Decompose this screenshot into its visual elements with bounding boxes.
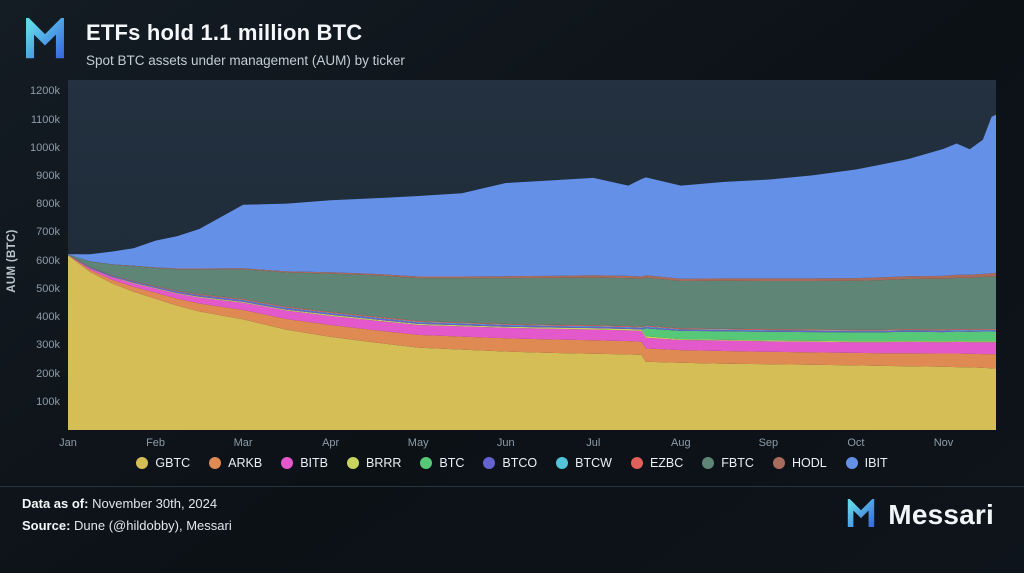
footer-meta: Data as of: November 30th, 2024 Source: … — [22, 496, 232, 533]
data-as-of-value: November 30th, 2024 — [92, 496, 218, 511]
legend-color-dot — [281, 457, 294, 469]
legend-color-dot — [209, 457, 222, 469]
legend-item-ezbc[interactable]: EZBC — [630, 456, 684, 470]
y-tick-label: 1100k — [30, 113, 60, 126]
legend-color-dot — [483, 457, 496, 469]
y-tick-label: 900k — [36, 169, 60, 182]
legend-label: GBTC — [155, 456, 191, 470]
legend: GBTC ARKB BITB BRRR BTC BTCO BTCW EZBC FBTC HODL I… — [0, 456, 1024, 470]
y-tick-label: 100k — [36, 395, 60, 408]
footer: Data as of: November 30th, 2024 Source: … — [0, 487, 1024, 533]
y-tick-label: 1000k — [30, 141, 60, 154]
source-value: Dune (@hildobby), Messari — [74, 518, 232, 533]
messari-logo-icon — [26, 18, 64, 59]
footer-divider — [0, 486, 1024, 487]
area-bitb — [68, 254, 996, 355]
messari-brand: Messari — [845, 498, 994, 531]
x-tick-label: May — [407, 437, 429, 449]
area-fbtc — [68, 254, 996, 330]
legend-color-dot — [556, 457, 569, 469]
y-tick-label: 700k — [36, 226, 60, 239]
legend-item-arkb[interactable]: ARKB — [209, 456, 262, 470]
legend-color-dot — [346, 457, 359, 469]
legend-item-gbtc[interactable]: GBTC — [136, 456, 190, 470]
chart-subtitle: Spot BTC assets under management (AUM) b… — [86, 53, 405, 68]
area-btc — [68, 254, 996, 342]
x-tick-label: Feb — [146, 437, 166, 449]
legend-label: BTCW — [575, 456, 612, 470]
legend-color-dot — [136, 457, 149, 469]
x-tick-label: Jun — [496, 437, 515, 449]
messari-brand-icon — [848, 498, 875, 527]
legend-label: BTC — [439, 456, 465, 470]
stacked-area-svg — [68, 114, 996, 430]
legend-item-btc[interactable]: BTC — [420, 456, 464, 470]
y-tick-label: 200k — [36, 367, 60, 380]
x-tick-label: Jul — [586, 437, 601, 449]
legend-item-bitb[interactable]: BITB — [281, 456, 328, 470]
legend-label: BTCO — [502, 456, 538, 470]
legend-item-hodl[interactable]: HODL — [772, 456, 827, 470]
y-axis: 100k 200k 300k 400k 500k 600k 700k 800k 900k 1000… — [24, 80, 68, 430]
y-tick-label: 400k — [36, 311, 60, 324]
y-axis-title-column: AUM (BTC) — [0, 80, 24, 430]
legend-color-dot — [772, 457, 785, 469]
source-label: Source: — [22, 518, 71, 533]
x-tick-label: Sep — [758, 437, 779, 449]
header: ETFs hold 1.1 million BTC Spot BTC asset… — [0, 0, 1024, 68]
chart-title: ETFs hold 1.1 million BTC — [86, 20, 363, 45]
legend-label: EZBC — [649, 456, 684, 470]
x-tick-label: Jan — [59, 437, 77, 449]
x-axis: Jan Feb Mar Apr May Jun Jul Aug Sep Oct Nov — [59, 430, 996, 452]
legend-item-btcw[interactable]: BTCW — [556, 456, 612, 470]
y-tick-label: 600k — [36, 254, 60, 267]
x-tick-label: Mar — [233, 437, 253, 449]
legend-label: ARKB — [228, 456, 263, 470]
x-tick-label: Apr — [322, 437, 340, 449]
legend-item-brrr[interactable]: BRRR — [346, 456, 402, 470]
plot-area: Jan Feb Mar Apr May Jun Jul Aug Sep Oct Nov — [59, 80, 996, 449]
legend-color-dot — [845, 457, 858, 469]
title-block: ETFs hold 1.1 million BTC Spot BTC asset… — [86, 18, 405, 68]
x-tick-label: Nov — [933, 437, 954, 449]
legend-color-dot — [630, 457, 643, 469]
legend-item-btco[interactable]: BTCO — [483, 456, 537, 470]
messari-brand-name: Messari — [888, 498, 994, 530]
legend-label: HODL — [791, 456, 827, 470]
area-arkb — [68, 255, 996, 369]
legend-label: BRRR — [365, 456, 402, 470]
chart-region: AUM (BTC) 100k 200k 300k 400k 500k 600k 700k 80… — [0, 80, 1024, 449]
y-tick-label: 800k — [36, 198, 60, 211]
area-gbtc — [68, 255, 996, 430]
y-tick-label: 1200k — [30, 85, 60, 98]
y-tick-label: 500k — [36, 282, 60, 295]
y-axis-title: AUM (BTC) — [6, 229, 18, 293]
legend-label: FBTC — [721, 456, 754, 470]
y-tick-label: 300k — [36, 339, 60, 352]
legend-color-dot — [702, 457, 715, 469]
data-as-of-label: Data as of: — [22, 496, 89, 511]
legend-item-fbtc[interactable]: FBTC — [702, 456, 754, 470]
area-hodl — [68, 254, 996, 281]
legend-color-dot — [420, 457, 433, 469]
x-tick-label: Aug — [671, 437, 691, 449]
legend-item-ibit[interactable]: IBIT — [845, 456, 888, 470]
data-as-of-line: Data as of: November 30th, 2024 — [22, 496, 232, 511]
x-tick-label: Oct — [847, 437, 865, 449]
area-ibit — [68, 114, 996, 279]
legend-label: BITB — [300, 456, 328, 470]
source-line: Source: Dune (@hildobby), Messari — [22, 518, 232, 533]
legend-label: IBIT — [864, 456, 888, 470]
